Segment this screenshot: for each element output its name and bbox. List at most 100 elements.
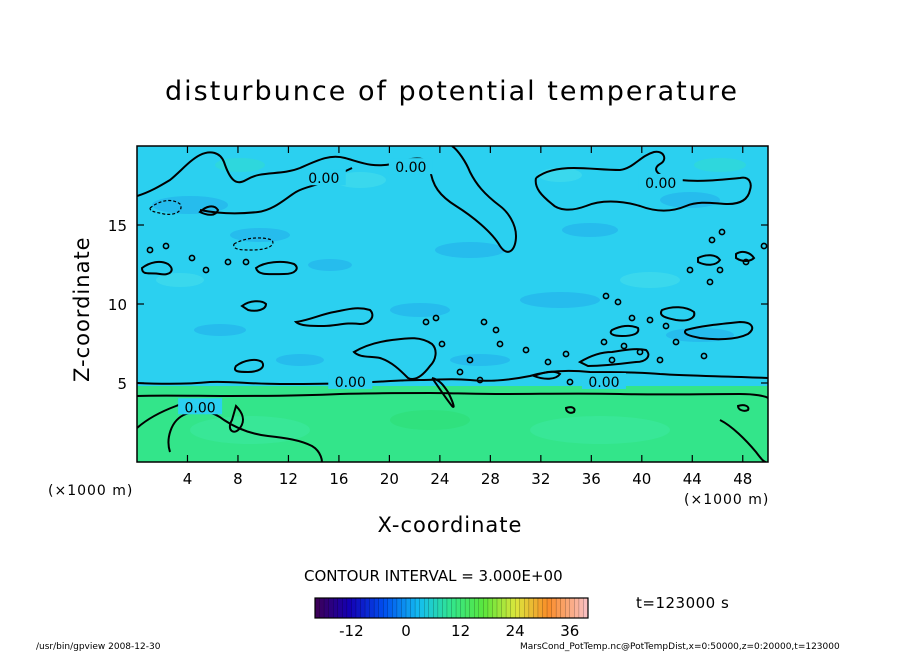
contour-island [672, 338, 680, 346]
colorbar-cell [419, 598, 425, 618]
colorbar-cell [528, 598, 534, 618]
contour-island [706, 278, 714, 286]
contour-line [167, 410, 323, 462]
contour-island [614, 298, 622, 306]
colorbar-cell [465, 598, 471, 618]
contour-island [742, 258, 750, 266]
colorbar-cell [578, 598, 584, 618]
colorbar-cell [542, 598, 548, 618]
contour-line [660, 306, 696, 322]
contour-island [628, 314, 636, 322]
contour-line [140, 260, 173, 276]
colorbar-cell [556, 598, 562, 618]
y-tick-label: 15 [108, 217, 127, 235]
contour-island [636, 348, 644, 356]
contour-island [162, 242, 170, 250]
contour-line [735, 250, 756, 262]
y-axis-unit: (×1000 m) [48, 483, 134, 499]
contour-line [697, 254, 722, 266]
footer-program-date: /usr/bin/gpview 2008-12-30 [36, 642, 161, 652]
time-label: t=123000 s [636, 594, 730, 612]
contour-island [496, 340, 504, 348]
colorbar-cell [424, 598, 430, 618]
x-tick-label: 12 [279, 470, 298, 488]
contour-interval-label: CONTOUR INTERVAL = 3.000E+00 [304, 567, 563, 585]
colorbar-cell [524, 598, 530, 618]
contour-line [736, 404, 750, 412]
x-tick-label: 40 [632, 470, 651, 488]
colorbar-cell [442, 598, 448, 618]
field-blob [308, 259, 352, 271]
colorbar-cell [333, 598, 339, 618]
contour-island [188, 254, 196, 262]
colorbar-cell [396, 598, 402, 618]
x-tick-label: 36 [582, 470, 601, 488]
contour-label: 0.00 [588, 375, 619, 391]
colorbar-cell [469, 598, 475, 618]
colorbar-cell [410, 598, 416, 618]
contour-value-labels: 0.00 0.00 0.00 0.00 0.00 0.00 [178, 158, 683, 416]
field-blob [562, 223, 618, 237]
field-blob [660, 192, 720, 208]
contour-line [531, 370, 562, 380]
colorbar-cell [551, 598, 557, 618]
field-variation-blobs [152, 158, 746, 444]
contour-line [684, 320, 754, 341]
contour-island [562, 350, 570, 358]
colorbar-cell [506, 598, 512, 618]
contour-island [476, 376, 484, 384]
field-blob [194, 324, 246, 336]
contour-island [224, 258, 232, 266]
contour-line [577, 348, 650, 368]
field-blob [156, 273, 204, 287]
contour-island [492, 326, 500, 334]
field-blob [538, 168, 582, 182]
contour-label-bg [388, 158, 433, 175]
contour-island [456, 368, 464, 376]
colorbar-cell [351, 598, 357, 618]
colorbar-cell [478, 598, 484, 618]
contour-island [466, 356, 474, 364]
contour-island [656, 356, 664, 364]
negative-contour [149, 199, 182, 215]
colorbar-cell [474, 598, 480, 618]
colorbar-cell [497, 598, 502, 618]
contour-label-bg [328, 373, 373, 389]
colorbar-cell [537, 598, 543, 618]
colorbar-cell [392, 598, 398, 618]
contour-line [431, 377, 455, 408]
colorbar-cell [451, 598, 457, 618]
contour-label-bg [581, 373, 626, 389]
colorbar-tick-label: 36 [560, 622, 579, 640]
colorbar-cell [387, 598, 393, 618]
colorbar-cell [374, 598, 380, 618]
contour-island [522, 346, 530, 354]
colorbar-cell [483, 598, 489, 618]
contour-island [646, 316, 654, 324]
colorbar-cell [328, 598, 334, 618]
colorbar-cell [369, 598, 375, 618]
colorbar-cell [383, 598, 389, 618]
field-blob [230, 228, 290, 242]
colorbar-cell [342, 598, 348, 618]
colorbar-cell [446, 598, 452, 618]
contour-island [700, 352, 708, 360]
colorbar-cell [565, 598, 571, 618]
colorbar-cell [574, 598, 580, 618]
x-tick-label: 4 [183, 470, 193, 488]
contour-island [600, 338, 608, 346]
colorbar-cell [319, 598, 325, 618]
contour-line [352, 337, 437, 380]
colorbar-cell [547, 598, 552, 618]
contour-line [564, 406, 576, 414]
contour-line [254, 260, 298, 276]
colorbar-cell [460, 598, 466, 618]
contour-island [620, 342, 628, 350]
x-axis-label: X-coordinate [377, 513, 523, 537]
colorbar-tick-label: 0 [401, 622, 411, 640]
colorbar-cell [346, 598, 352, 618]
y-axis-ticks: 5 10 15 [108, 217, 768, 393]
colorbar-cell [365, 598, 370, 618]
colorbar-cell [415, 598, 421, 618]
